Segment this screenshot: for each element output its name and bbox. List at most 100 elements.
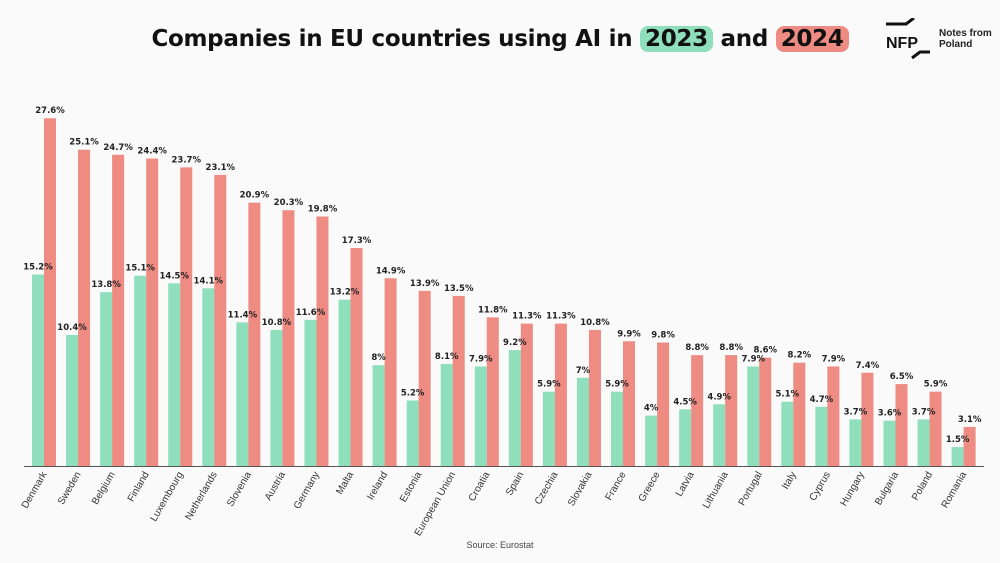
bar-2024-hungary [861, 372, 874, 466]
category-label-hungary: Hungary [839, 470, 867, 508]
bar-2023-croatia [474, 366, 487, 466]
value-label-2023-ireland: 8% [371, 353, 386, 363]
category-label-finland: Finland [126, 470, 152, 504]
bar-2024-denmark [44, 118, 56, 467]
value-label-2024-finland: 24.4% [137, 147, 167, 157]
bar-2024-portugal [759, 357, 772, 466]
category-label-netherlands: Netherlands [183, 470, 219, 522]
value-label-2023-european-union: 8.1% [435, 352, 459, 362]
value-label-2024-austria: 20.3% [274, 198, 304, 208]
value-label-2023-czechia: 5.9% [537, 380, 561, 390]
bar-2023-belgium [100, 292, 113, 466]
bar-2024-germany [316, 216, 329, 466]
value-label-2023-austria: 10.8% [262, 318, 292, 328]
category-label-spain: Spain [504, 470, 526, 498]
bar-2024-austria [282, 210, 295, 466]
bar-2024-lithuania [725, 355, 738, 466]
value-label-2023-sweden: 10.4% [57, 323, 87, 333]
bar-2024-malta [350, 248, 363, 466]
category-label-slovakia: Slovakia [566, 470, 595, 509]
category-label-malta: Malta [334, 470, 356, 497]
bar-2023-ireland [372, 365, 385, 466]
bar-2023-finland [134, 275, 147, 466]
nfp-logo: NFP Notes from Poland [882, 18, 992, 68]
bar-2023-latvia [679, 409, 692, 466]
value-label-2023-portugal: 7.9% [741, 354, 765, 364]
value-label-2023-denmark: 15.2% [23, 262, 53, 272]
category-label-latvia: Latvia [674, 470, 697, 499]
category-label-cyprus: Cyprus [808, 470, 833, 503]
value-label-2024-hungary: 7.4% [856, 361, 880, 371]
source-note: Source: Eurostat [466, 540, 534, 550]
category-label-lithuania: Lithuania [701, 470, 731, 511]
bar-2023-bulgaria [883, 420, 896, 466]
value-label-2024-romania: 3.1% [958, 415, 982, 425]
value-label-2024-sweden: 25.1% [69, 138, 99, 148]
bar-2023-sweden [66, 334, 79, 466]
bar-2024-croatia [486, 317, 499, 466]
category-label-ireland: Ireland [365, 470, 390, 502]
title-middle: and [712, 26, 776, 52]
value-label-2023-poland: 3.7% [912, 407, 936, 417]
category-label-estonia: Estonia [398, 470, 424, 505]
category-label-luxembourg: Luxembourg [149, 470, 186, 524]
category-label-italy: Italy [780, 470, 799, 491]
value-label-2024-bulgaria: 6.5% [890, 372, 914, 382]
bar-2024-slovenia [248, 202, 261, 466]
value-label-2023-hungary: 3.7% [844, 407, 868, 417]
bar-2024-france [623, 341, 636, 466]
bar-2023-estonia [406, 400, 419, 466]
title-year-2023: 2023 [640, 26, 713, 52]
value-label-2024-italy: 8.2% [788, 351, 812, 361]
nfp-logo-mark-text: NFP [886, 35, 918, 52]
logo-line-1: Notes from [939, 28, 992, 39]
value-label-2024-netherlands: 23.1% [206, 163, 236, 173]
title-year-2024: 2024 [775, 26, 849, 52]
bar-2024-spain [520, 323, 533, 466]
bar-2023-spain [508, 350, 521, 466]
bar-2024-latvia [691, 355, 704, 466]
value-label-2023-belgium: 13.8% [91, 280, 121, 290]
value-label-2024-cyprus: 7.9% [822, 354, 846, 364]
value-label-2024-belgium: 24.7% [103, 143, 133, 153]
value-label-2023-spain: 9.2% [503, 338, 527, 348]
category-label-croatia: Croatia [467, 470, 493, 504]
value-label-2024-croatia: 11.8% [478, 305, 508, 315]
value-label-2024-european-union: 13.5% [444, 284, 474, 294]
bar-2023-slovenia [236, 322, 249, 466]
value-label-2024-lithuania: 8.8% [719, 343, 743, 353]
category-label-czechia: Czechia [533, 470, 561, 507]
bar-2023-germany [304, 319, 317, 466]
value-label-2024-slovakia: 10.8% [580, 318, 610, 328]
bar-2024-romania [963, 426, 976, 466]
value-label-2024-germany: 19.8% [308, 205, 338, 215]
value-label-2023-romania: 1.5% [946, 435, 970, 445]
category-label-bulgaria: Bulgaria [873, 470, 901, 508]
value-label-2023-slovenia: 11.4% [228, 310, 258, 320]
value-label-2024-luxembourg: 23.7% [171, 155, 201, 165]
bar-2023-france [611, 391, 624, 466]
value-label-2024-malta: 17.3% [342, 236, 372, 246]
value-label-2023-bulgaria: 3.6% [878, 409, 902, 419]
category-label-greece: Greece [637, 470, 663, 504]
bar-2023-greece [645, 415, 658, 466]
category-label-romania: Romania [940, 470, 970, 511]
value-label-2023-malta: 13.2% [330, 288, 360, 298]
bar-2024-bulgaria [895, 384, 908, 466]
bar-2024-european-union [452, 295, 465, 466]
bar-2023-poland [917, 419, 930, 466]
category-label-poland: Poland [910, 470, 935, 502]
value-label-2023-lithuania: 4.9% [707, 392, 731, 402]
value-label-2023-luxembourg: 14.5% [159, 271, 189, 281]
value-label-2023-greece: 4% [644, 404, 659, 414]
bar-2024-greece [657, 342, 670, 466]
value-label-2024-estonia: 13.9% [410, 279, 440, 289]
bar-2024-italy [793, 362, 806, 466]
bar-2023-malta [338, 299, 351, 466]
bar-2024-estonia [418, 290, 431, 466]
value-label-2023-croatia: 7.9% [469, 354, 493, 364]
bar-2023-european-union [440, 363, 453, 466]
value-label-2023-latvia: 4.5% [673, 397, 697, 407]
chart-title: Companies in EU countries using AI in 20… [0, 26, 1000, 52]
bar-2024-cyprus [827, 366, 840, 466]
